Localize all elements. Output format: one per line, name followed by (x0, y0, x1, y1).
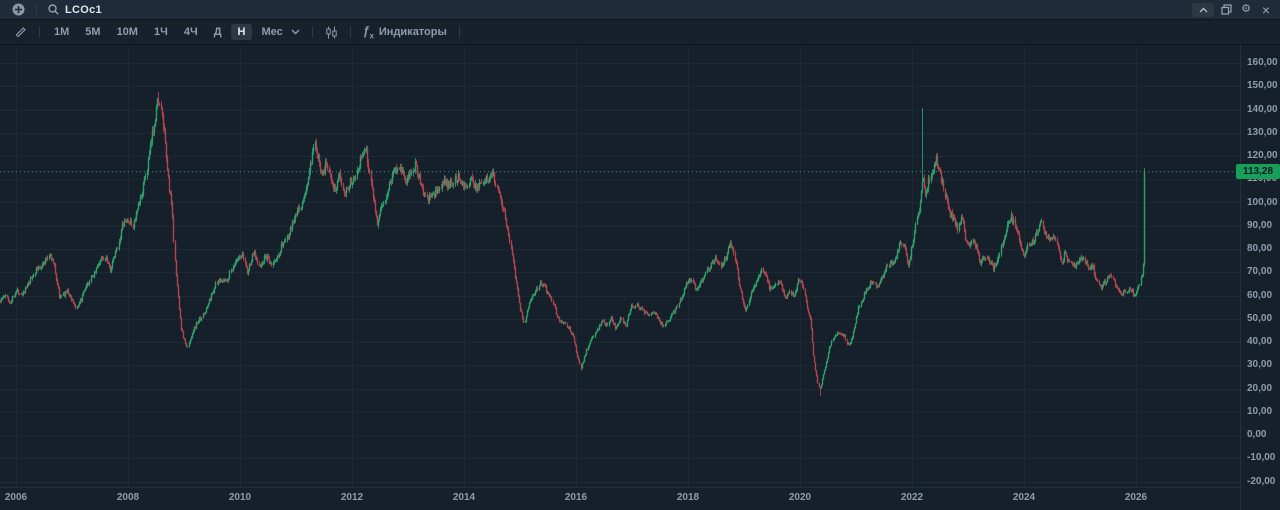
price-tick-label: 70,00 (1247, 266, 1273, 278)
time-tick-label: 2016 (564, 492, 588, 503)
settings-button[interactable]: ⚙ (1238, 3, 1254, 17)
time-tick-label: 2012 (340, 492, 364, 503)
price-tick-label: 0,00 (1247, 429, 1267, 440)
price-tick-label: 140,00 (1247, 103, 1278, 115)
time-tick-label: 2008 (116, 492, 140, 503)
candlestick-icon (326, 26, 337, 38)
price-tick-label: 50,00 (1247, 312, 1273, 324)
add-instrument-button[interactable] (8, 0, 29, 19)
price-tick-label: 90,00 (1247, 219, 1273, 231)
indicators-button[interactable]: ƒx Индикаторы (358, 22, 452, 42)
toolbar-separator (39, 26, 40, 38)
price-tick-label: 100,00 (1247, 196, 1278, 208)
price-tick-label: -20,00 (1247, 475, 1276, 487)
chevron-down-icon (291, 29, 300, 35)
window-header: LCOc1 ⚙ × (0, 0, 1280, 20)
timeframe-dropdown-button[interactable] (290, 27, 305, 37)
time-tick-label: 2022 (900, 492, 924, 503)
window-controls: ⚙ × (1192, 2, 1274, 17)
timeframe-button-4Ч[interactable]: 4Ч (177, 24, 205, 40)
toolbar-separator (349, 26, 351, 38)
current-price-badge: 113,28 (1236, 164, 1280, 180)
price-tick-label: 120,00 (1247, 150, 1278, 161)
time-tick-label: 2014 (452, 492, 476, 503)
chart-canvas[interactable] (0, 45, 1240, 510)
timeframe-button-Д[interactable]: Д (207, 24, 229, 40)
timeframe-button-5М[interactable]: 5М (78, 24, 107, 40)
price-tick-label: 60,00 (1247, 289, 1273, 301)
timeframe-group: 1М 5М 10М 1Ч 4Ч Д Н Мес (47, 24, 290, 40)
close-icon: × (1261, 1, 1271, 18)
time-tick-label: 2018 (676, 492, 700, 503)
detach-window-button[interactable] (1218, 3, 1234, 17)
timeframe-button-1Ч[interactable]: 1Ч (147, 24, 175, 40)
chevron-up-icon (1199, 7, 1207, 12)
timeframe-button-1М[interactable]: 1М (47, 24, 76, 40)
symbol-ticker: LCOc1 (65, 3, 102, 16)
window-restore-icon (1220, 4, 1232, 15)
price-tick-label: 150,00 (1247, 80, 1278, 92)
timeframe-button-Мес[interactable]: Мес (254, 24, 289, 40)
indicators-label: Индикаторы (378, 25, 447, 38)
price-axis[interactable]: 160,00150,00140,00130,00120,00110,00100,… (1240, 45, 1280, 510)
pencil-icon (16, 27, 26, 37)
price-tick-label: 130,00 (1247, 126, 1278, 138)
price-tick-label: 30,00 (1247, 359, 1273, 371)
price-tick-label: -10,00 (1247, 452, 1276, 464)
collapse-panel-button[interactable] (1192, 2, 1214, 17)
price-tick-label: 160,00 (1247, 57, 1278, 68)
fx-icon: ƒx (362, 23, 374, 41)
time-tick-label: 2006 (4, 492, 28, 503)
price-tick-label: 40,00 (1247, 336, 1273, 347)
current-price-label: 113,28 (1242, 166, 1274, 178)
toolbar-separator (458, 26, 460, 38)
chart-toolbar: 1М 5М 10М 1Ч 4Ч Д Н Мес ƒx Индикаторы (0, 20, 1280, 45)
header-separator (36, 3, 37, 16)
price-tick-label: 10,00 (1247, 405, 1273, 417)
search-icon (48, 4, 59, 15)
time-tick-label: 2024 (1012, 492, 1036, 503)
gear-icon: ⚙ (1241, 3, 1251, 15)
chart-type-button[interactable] (320, 24, 343, 41)
time-axis[interactable]: 2006 2008 2010 2012 2014 2016 2018 2020 2022 2024… (0, 488, 1240, 510)
toolbar-separator (311, 26, 313, 38)
timeframe-button-10М[interactable]: 10М (110, 24, 145, 40)
price-tick-label: 80,00 (1247, 243, 1273, 254)
time-tick-label: 2010 (228, 492, 252, 503)
draw-tool-button[interactable] (10, 24, 32, 40)
price-tick-label: 20,00 (1247, 382, 1273, 394)
time-axis-separator (0, 487, 1240, 488)
plus-circle-icon (12, 3, 25, 16)
time-tick-label: 2026 (1124, 492, 1148, 503)
time-tick-label: 2020 (788, 492, 812, 503)
symbol-search[interactable]: LCOc1 (44, 0, 106, 19)
chart-area: 160,00150,00140,00130,00120,00110,00100,… (0, 45, 1280, 510)
close-button[interactable]: × (1258, 3, 1274, 17)
timeframe-button-Н[interactable]: Н (230, 24, 253, 40)
